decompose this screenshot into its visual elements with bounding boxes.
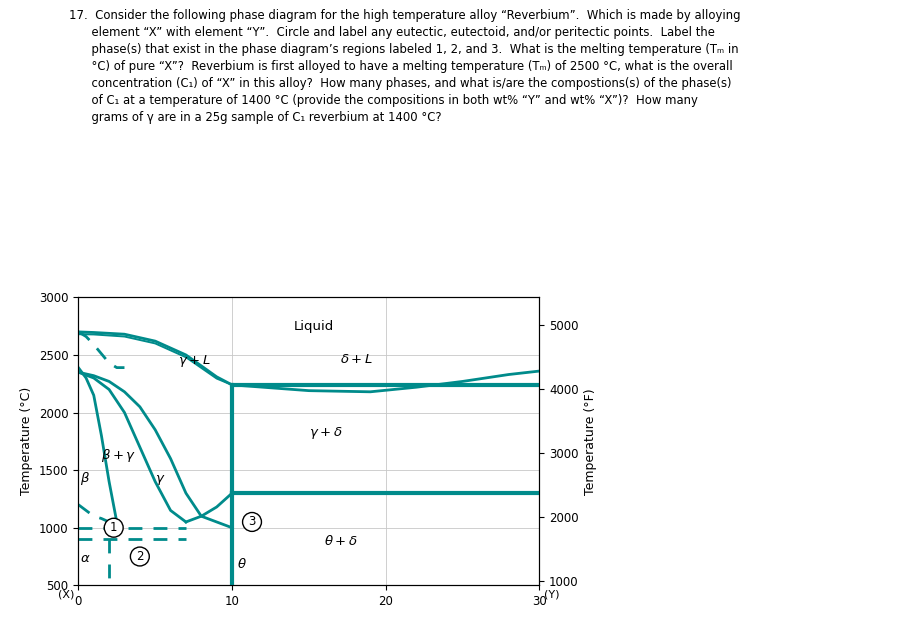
Text: $\gamma + \delta$: $\gamma + \delta$ xyxy=(309,424,342,441)
Text: $\beta$: $\beta$ xyxy=(80,470,90,486)
Text: 1: 1 xyxy=(110,521,117,534)
Text: (Y): (Y) xyxy=(544,590,560,600)
Text: $\theta$: $\theta$ xyxy=(237,557,246,571)
Text: (X): (X) xyxy=(58,590,75,600)
Text: $\gamma$: $\gamma$ xyxy=(155,473,166,486)
Text: 17.  Consider the following phase diagram for the high temperature alloy “Reverb: 17. Consider the following phase diagram… xyxy=(69,9,740,125)
Y-axis label: Temperature (°C): Temperature (°C) xyxy=(20,387,33,495)
Text: $\alpha$: $\alpha$ xyxy=(80,552,90,565)
Text: $\theta + \delta$: $\theta + \delta$ xyxy=(325,534,358,548)
Text: $\gamma + L$: $\gamma + L$ xyxy=(178,353,211,369)
Y-axis label: Temperature (°F): Temperature (°F) xyxy=(585,388,597,495)
Text: 2: 2 xyxy=(136,550,144,563)
Text: $\beta + \gamma$: $\beta + \gamma$ xyxy=(101,446,136,464)
Text: $\delta + L$: $\delta + L$ xyxy=(339,353,372,366)
Text: Liquid: Liquid xyxy=(293,320,334,332)
Text: 3: 3 xyxy=(248,515,255,528)
